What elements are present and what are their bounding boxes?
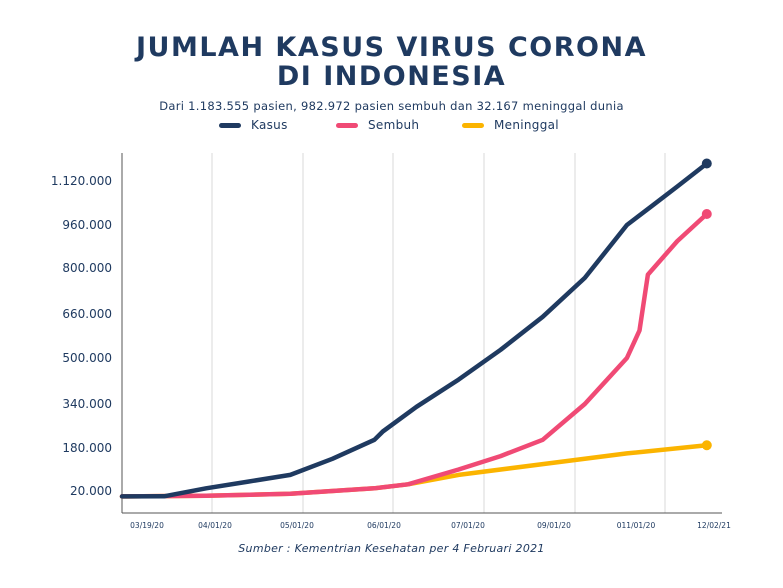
- legend-item-kasus: Kasus: [219, 118, 288, 132]
- legend-item-sembuh: Sembuh: [336, 118, 419, 132]
- chart-title-line-2: DI INDONESIA: [276, 61, 507, 92]
- y-tick-label: 660.000: [62, 307, 112, 321]
- chart-legend: Kasus Sembuh Meninggal: [0, 118, 783, 136]
- chart-source-note: Sumber : Kementrian Kesehatan per 4 Febr…: [238, 542, 545, 555]
- legend-swatch-sembuh: [336, 122, 358, 128]
- series-line-sembuh: [119, 211, 710, 499]
- y-tick-label: 500.000: [62, 351, 112, 365]
- x-tick-label: 07/01/20: [451, 521, 485, 530]
- series-end-point-kasus: [701, 158, 712, 169]
- x-tick-label: 09/01/20: [537, 521, 571, 530]
- chart-title-line-1: JUMLAH KASUS VIRUS CORONA: [136, 32, 647, 63]
- series-end-point-meninggal: [701, 440, 712, 451]
- series-end-point-sembuh: [701, 209, 712, 219]
- series-line-kasus: [119, 161, 710, 499]
- legend-label-sembuh: Sembuh: [368, 118, 420, 132]
- legend-swatch-kasus: [219, 122, 241, 128]
- y-tick-label: 180.000: [62, 441, 112, 455]
- legend-label-meninggal: Meninggal: [494, 118, 559, 132]
- y-tick-label: 340.000: [62, 397, 112, 411]
- x-tick-label: 06/01/20: [367, 521, 401, 530]
- x-tick-label: 04/01/20: [198, 521, 232, 530]
- y-tick-label: 20.000: [70, 484, 112, 498]
- legend-item-meninggal: Meninggal: [462, 118, 559, 132]
- y-tick-label: 800.000: [62, 261, 112, 275]
- legend-label-kasus: Kasus: [251, 118, 288, 132]
- chart-subtitle: Dari 1.183.555 pasien, 982.972 pasien se…: [159, 99, 624, 113]
- y-tick-label: 960.000: [62, 218, 112, 232]
- legend-swatch-meninggal: [462, 122, 484, 128]
- x-tick-label: 05/01/20: [280, 521, 314, 530]
- x-tick-label: 03/19/20: [130, 521, 164, 530]
- y-tick-label: 1.120.000: [51, 174, 112, 188]
- x-tick-label: 12/02/21: [697, 521, 731, 530]
- x-tick-label: 011/01/20: [617, 521, 656, 530]
